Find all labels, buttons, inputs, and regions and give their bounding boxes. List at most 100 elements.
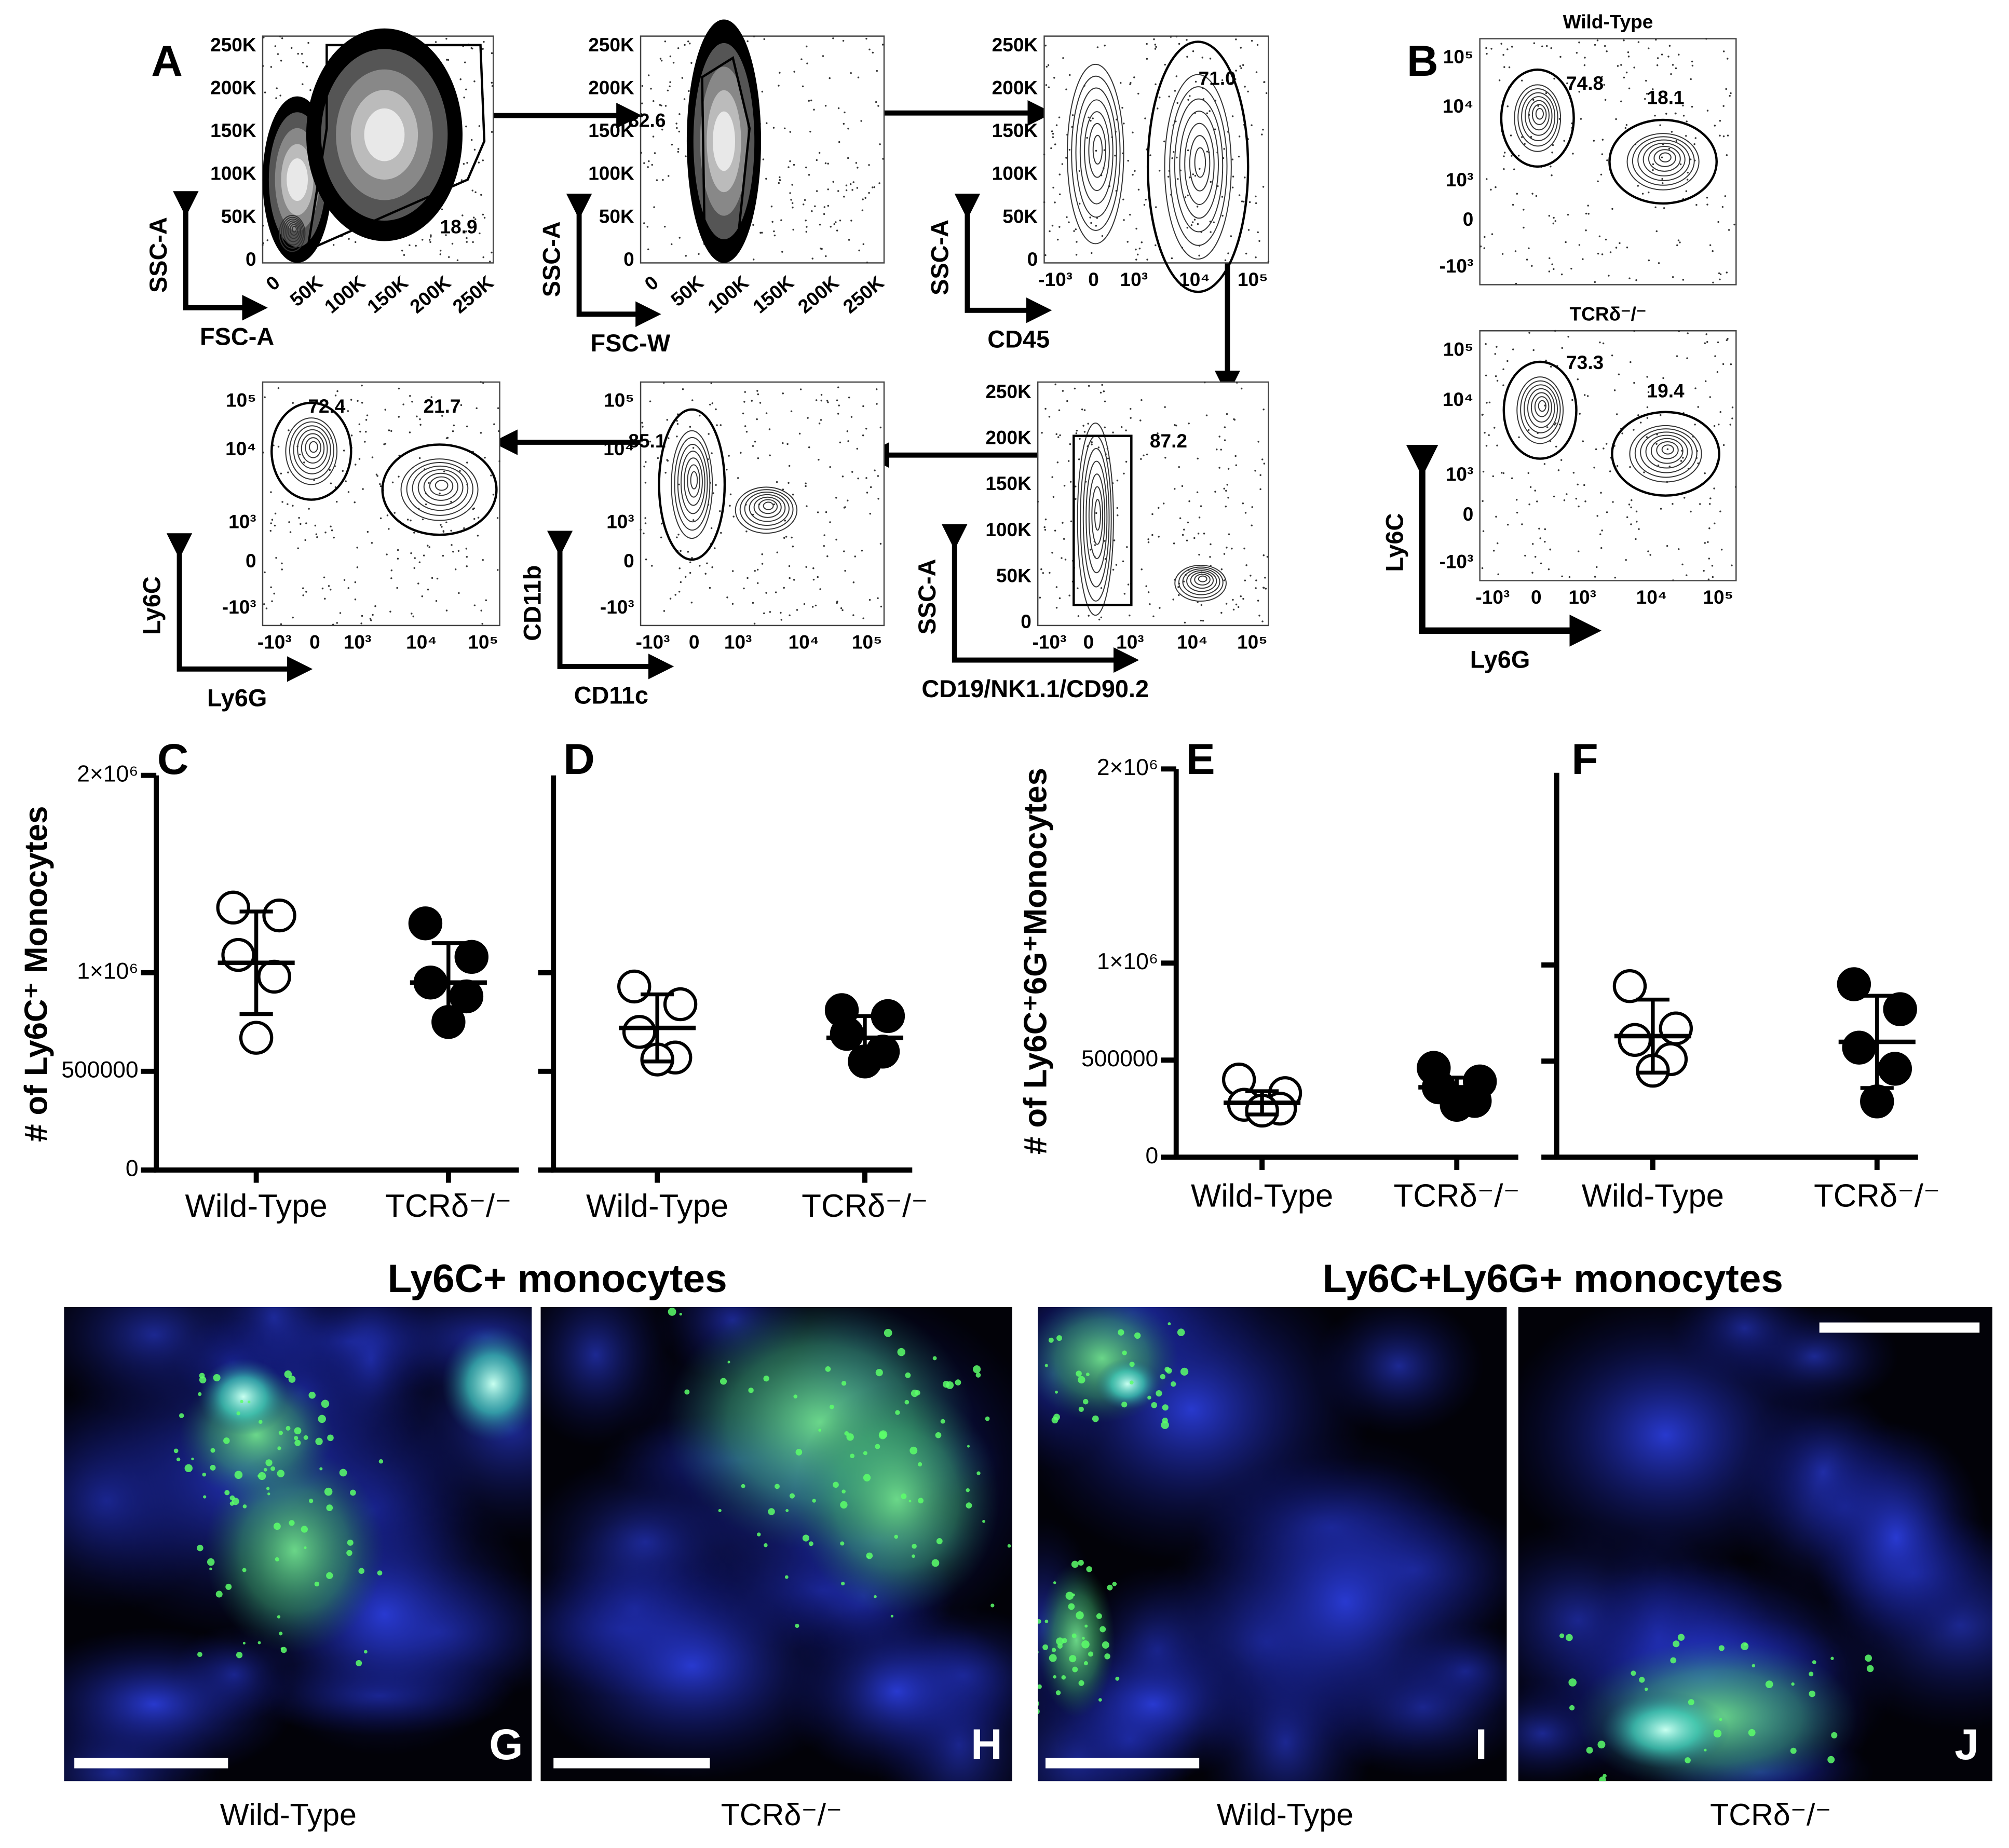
event-dot bbox=[800, 58, 803, 60]
event-dot bbox=[752, 259, 755, 261]
event-dot bbox=[778, 182, 780, 184]
event-dot bbox=[1660, 414, 1662, 416]
cell bbox=[1566, 1634, 1573, 1641]
x-tick-label: -10³ bbox=[636, 631, 670, 653]
event-dot bbox=[709, 403, 711, 406]
cell bbox=[1599, 1776, 1606, 1782]
event-dot bbox=[264, 571, 266, 574]
event-dot bbox=[1240, 387, 1243, 390]
event-dot bbox=[1494, 427, 1496, 429]
contour bbox=[744, 492, 790, 526]
event-dot bbox=[336, 390, 338, 392]
event-dot bbox=[726, 596, 728, 599]
x-tick-label: 100K bbox=[703, 271, 753, 317]
event-dot bbox=[483, 40, 485, 43]
event-dot bbox=[1188, 500, 1190, 502]
event-dot bbox=[1135, 259, 1137, 261]
x-tick-label: 150K bbox=[749, 271, 798, 317]
event-dot bbox=[877, 498, 879, 500]
event-dot bbox=[1647, 47, 1650, 49]
event-dot bbox=[862, 405, 864, 407]
event-dot bbox=[789, 192, 791, 194]
event-dot bbox=[643, 222, 645, 224]
cell bbox=[303, 1435, 308, 1440]
event-dot bbox=[1550, 166, 1552, 168]
x-tick-label: 100K bbox=[320, 271, 370, 317]
event-dot bbox=[1554, 220, 1557, 222]
event-dot bbox=[1526, 259, 1528, 261]
event-dot bbox=[339, 612, 342, 614]
event-dot bbox=[850, 220, 852, 222]
event-dot bbox=[1257, 441, 1259, 443]
event-dot bbox=[466, 237, 468, 239]
event-dot bbox=[435, 600, 438, 602]
data-point bbox=[1883, 992, 1917, 1026]
y-tick-label: -10³ bbox=[600, 596, 634, 618]
event-dot bbox=[1258, 240, 1260, 242]
event-dot bbox=[875, 388, 878, 390]
event-dot bbox=[1147, 541, 1150, 543]
event-dot bbox=[1206, 151, 1209, 153]
event-dot bbox=[1528, 247, 1530, 250]
gate bbox=[270, 401, 352, 501]
cell bbox=[1085, 1373, 1090, 1377]
event-dot bbox=[1064, 559, 1067, 561]
image-content bbox=[540, 1307, 1012, 1782]
cell bbox=[1061, 1675, 1066, 1680]
event-dot bbox=[1543, 463, 1546, 465]
event-dot bbox=[1157, 432, 1159, 434]
event-dot bbox=[409, 395, 411, 397]
event-dot bbox=[648, 160, 650, 162]
contour bbox=[735, 486, 798, 534]
cell bbox=[901, 1493, 907, 1499]
event-dot bbox=[429, 241, 431, 243]
event-dot bbox=[1114, 154, 1116, 157]
event-dot bbox=[720, 532, 722, 534]
cell bbox=[248, 1401, 251, 1404]
event-dot bbox=[745, 430, 748, 433]
cell bbox=[1714, 1791, 1719, 1797]
event-dot bbox=[1648, 191, 1650, 194]
cell bbox=[314, 1581, 320, 1587]
event-dot bbox=[1231, 548, 1233, 550]
event-dot bbox=[826, 400, 829, 402]
event-dot bbox=[1655, 443, 1658, 445]
cell bbox=[242, 1641, 246, 1645]
event-dot bbox=[1189, 176, 1191, 179]
event-dot bbox=[1652, 169, 1654, 171]
event-dot bbox=[1126, 241, 1129, 243]
scale-bar bbox=[1045, 1758, 1200, 1769]
event-dot bbox=[302, 83, 304, 85]
event-dot bbox=[1528, 503, 1530, 506]
event-dot bbox=[770, 205, 773, 208]
contour bbox=[1194, 147, 1206, 178]
event-dot bbox=[815, 399, 818, 401]
panel-label: D bbox=[563, 735, 595, 783]
y-tick-label: 200K bbox=[210, 77, 256, 99]
event-dot bbox=[769, 454, 771, 456]
event-dot bbox=[1568, 576, 1571, 578]
event-dot bbox=[1609, 470, 1611, 472]
event-dot bbox=[1594, 576, 1596, 578]
event-dot bbox=[1126, 546, 1128, 548]
panel-label: E bbox=[1186, 735, 1215, 783]
event-dot bbox=[824, 162, 827, 165]
event-dot bbox=[865, 37, 867, 40]
cell bbox=[1055, 1390, 1058, 1394]
event-dot bbox=[1235, 70, 1237, 72]
event-dot bbox=[788, 482, 790, 484]
event-dot bbox=[1601, 253, 1604, 255]
event-dot bbox=[808, 446, 810, 449]
data-point bbox=[663, 987, 698, 1022]
event-dot bbox=[678, 113, 681, 115]
event-dot bbox=[389, 610, 391, 613]
event-dot bbox=[1516, 193, 1518, 195]
event-dot bbox=[1486, 402, 1488, 404]
cell bbox=[897, 1348, 906, 1356]
event-dot bbox=[1065, 157, 1067, 159]
data-point bbox=[239, 1021, 274, 1055]
x-tick-label: 10⁴ bbox=[1179, 268, 1210, 290]
event-dot bbox=[1686, 179, 1689, 181]
event-dot bbox=[1662, 377, 1664, 379]
